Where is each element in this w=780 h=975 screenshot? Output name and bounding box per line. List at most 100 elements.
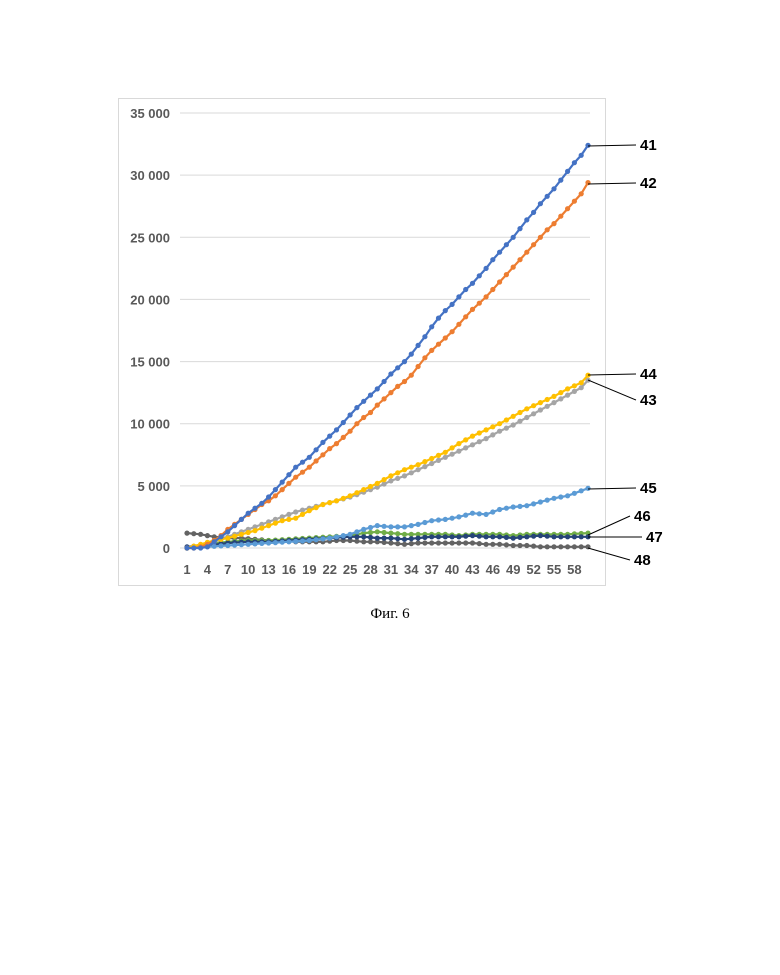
data-point-44 [286,517,291,522]
series-line-44 [187,375,588,548]
data-point-42 [538,235,543,240]
data-point-44 [409,465,414,470]
callout-label-47: 47 [646,529,663,546]
data-point-41 [218,534,223,539]
data-point-48 [388,540,393,545]
data-point-43 [443,455,448,460]
data-point-41 [368,393,373,398]
x-tick-label: 46 [486,562,500,577]
data-point-44 [266,523,271,528]
data-point-45 [354,529,359,534]
data-point-45 [463,513,468,518]
data-point-43 [429,461,434,466]
data-point-48 [538,544,543,549]
data-point-48 [429,540,434,545]
data-point-48 [184,531,189,536]
data-point-42 [341,435,346,440]
data-point-44 [334,498,339,503]
data-point-48 [477,541,482,546]
data-point-41 [579,153,584,158]
data-point-42 [334,441,339,446]
data-point-47 [545,534,550,539]
data-point-43 [409,470,414,475]
data-point-44 [450,445,455,450]
data-point-41 [429,324,434,329]
data-point-45 [286,539,291,544]
data-point-43 [524,415,529,420]
data-point-44 [225,536,230,541]
data-point-43 [416,467,421,472]
data-point-43 [402,473,407,478]
data-point-44 [558,390,563,395]
data-point-48 [531,544,536,549]
data-point-45 [375,523,380,528]
data-point-48 [551,544,556,549]
data-point-42 [470,307,475,312]
data-point-42 [463,314,468,319]
data-point-44 [327,500,332,505]
data-point-42 [422,355,427,360]
data-point-42 [456,322,461,327]
data-point-48 [497,542,502,547]
data-point-44 [232,534,237,539]
data-point-41 [551,186,556,191]
data-point-45 [484,512,489,517]
data-point-41 [545,194,550,199]
data-point-45 [504,506,509,511]
data-point-43 [545,404,550,409]
callout-label-41: 41 [640,137,657,154]
data-point-41 [531,210,536,215]
data-point-41 [286,472,291,477]
data-point-43 [470,442,475,447]
data-point-47 [443,534,448,539]
data-point-41 [361,399,366,404]
data-point-47 [470,533,475,538]
data-point-44 [307,508,312,513]
data-point-45 [497,507,502,512]
data-point-41 [320,440,325,445]
data-point-41 [524,217,529,222]
data-point-48 [436,540,441,545]
y-tick-label: 10 000 [130,417,170,432]
data-point-44 [252,528,257,533]
data-point-45 [565,493,570,498]
data-point-48 [422,540,427,545]
data-point-44 [538,400,543,405]
data-point-46 [395,531,400,536]
data-point-41 [232,523,237,528]
callout-leader-45 [588,488,636,489]
data-point-45 [511,504,516,509]
data-point-48 [484,542,489,547]
data-point-44 [361,487,366,492]
data-point-45 [314,537,319,542]
x-tick-label: 22 [322,562,336,577]
data-point-47 [402,537,407,542]
data-point-43 [463,445,468,450]
data-point-44 [545,397,550,402]
data-point-44 [239,532,244,537]
data-point-44 [416,462,421,467]
data-point-43 [456,449,461,454]
data-point-44 [443,450,448,455]
data-point-42 [436,342,441,347]
data-point-45 [218,543,223,548]
data-point-47 [422,535,427,540]
data-point-44 [348,493,353,498]
data-point-45 [545,498,550,503]
data-point-42 [504,272,509,277]
data-point-41 [470,281,475,286]
data-point-42 [450,329,455,334]
data-point-41 [246,511,251,516]
data-point-45 [551,496,556,501]
data-point-42 [280,487,285,492]
data-point-41 [572,160,577,165]
data-point-41 [463,287,468,292]
callout-label-48: 48 [634,552,651,569]
data-point-44 [429,456,434,461]
data-point-44 [280,518,285,523]
data-point-41 [422,334,427,339]
data-point-42 [300,470,305,475]
data-point-42 [314,458,319,463]
data-point-46 [368,530,373,535]
data-point-42 [565,206,570,211]
